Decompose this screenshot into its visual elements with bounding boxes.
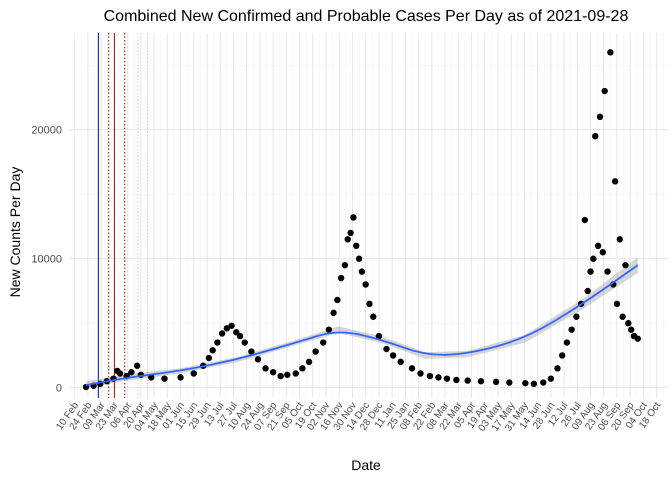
data-point [370,313,377,320]
data-point [319,339,327,346]
data-point [161,375,168,382]
data-point [599,249,607,256]
data-point [325,326,333,333]
data-point [389,352,397,359]
data-point [223,325,231,332]
data-point [408,365,416,372]
data-point [248,348,255,355]
data-point [622,261,629,269]
data-point [594,242,602,250]
data-point [355,255,363,262]
data-point [530,380,538,388]
data-point [292,370,299,377]
data-point [214,339,221,346]
data-point [590,255,597,262]
data-point [350,214,357,221]
data-point [228,322,235,329]
data-point [563,339,571,346]
data-point [337,274,345,282]
data-point [209,347,216,354]
data-point [262,365,269,372]
data-point [375,332,383,340]
data-point [613,300,621,308]
y-axis-title: New Counts Per Day [7,167,23,298]
data-point [128,369,135,376]
data-point [417,370,424,377]
data-point [634,335,641,342]
data-point [277,372,284,380]
data-point [366,300,373,308]
data-point [587,268,594,275]
data-point [190,370,197,377]
data-point [573,313,580,320]
data-point [607,49,614,56]
data-point [435,374,442,381]
data-point [305,358,313,366]
minor-gridlines [70,33,668,398]
data-point [299,365,306,372]
data-point [344,236,351,243]
data-point [312,348,319,355]
data-point [596,113,604,121]
data-point [236,332,244,340]
major-gridlines [70,33,668,398]
data-point [477,378,485,385]
data-point [443,375,451,382]
data-point [177,374,184,381]
data-point [584,287,591,295]
data-point [601,87,608,95]
data-point [284,371,291,378]
data-point [453,376,460,384]
data-point [506,379,513,386]
data-point [558,352,566,359]
data-point [241,339,248,346]
y-tick-label: 10000 [31,254,62,266]
y-axis-ticks: 0 10000 20000 [31,125,62,395]
x-axis-title: Date [351,457,381,473]
data-point [205,354,213,362]
y-tick-label: 0 [56,383,62,395]
data-point [568,326,575,333]
y-tick-label: 20000 [31,125,62,137]
data-point [347,229,354,237]
data-point [334,296,341,304]
data-point [540,379,547,386]
chart-title: Combined New Confirmed and Probable Case… [104,8,629,25]
data-point [627,326,635,333]
reference-lines [97,33,148,398]
data-point [592,132,599,140]
trend-line [85,264,639,386]
data-point [269,369,277,376]
data-point [522,379,529,387]
data-point [341,261,349,269]
data-point [330,309,337,317]
data-point [116,370,124,377]
data-point [616,236,624,243]
data-point [625,319,632,327]
smooth-trend-line [85,264,639,386]
data-point [254,356,262,363]
data-point [426,372,434,380]
data-point [133,362,141,369]
data-point [464,377,471,384]
data-point [362,281,369,288]
plot-area [70,33,668,398]
data-point [611,178,619,185]
data-point [604,268,611,275]
data-point [619,313,626,320]
data-point [383,345,390,353]
data-point [353,242,360,250]
data-point [358,268,366,275]
data-point [554,365,561,372]
data-point [492,378,500,386]
data-point [397,358,404,366]
data-point [581,216,589,224]
data-point [218,330,226,337]
data-point [547,375,555,382]
data-point [148,374,155,381]
